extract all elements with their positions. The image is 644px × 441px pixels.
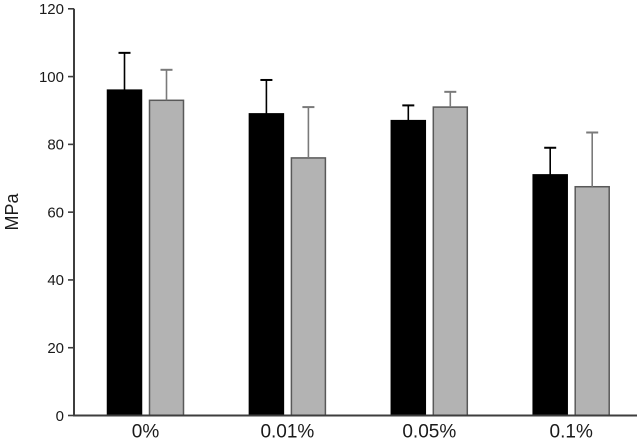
bar-black-0.01%	[248, 113, 285, 417]
bar-gray-0.05%	[432, 106, 469, 417]
bar-black-0%	[106, 89, 143, 417]
y-tick-label: 80	[47, 137, 64, 154]
y-axis-title: MPa	[2, 193, 22, 231]
y-tick-label: 0	[56, 408, 64, 425]
y-tick-label: 60	[47, 204, 64, 221]
x-tick-label: 0%	[132, 422, 160, 441]
x-tick-label: 0.05%	[402, 422, 456, 441]
y-tick-label: 120	[39, 1, 64, 18]
y-tick-label: 40	[47, 272, 64, 289]
y-tick-label: 20	[47, 340, 64, 357]
x-tick-label: 0.1%	[550, 422, 593, 441]
bar-gray-0.01%	[290, 157, 327, 417]
bar-gray-0%	[148, 99, 185, 417]
x-tick-label: 0.01%	[260, 422, 314, 441]
y-tick-label: 100	[39, 69, 64, 86]
bar-black-0.1%	[532, 174, 568, 417]
bar-gray-0.1%	[574, 185, 610, 417]
bar-black-0.05%	[390, 119, 427, 417]
